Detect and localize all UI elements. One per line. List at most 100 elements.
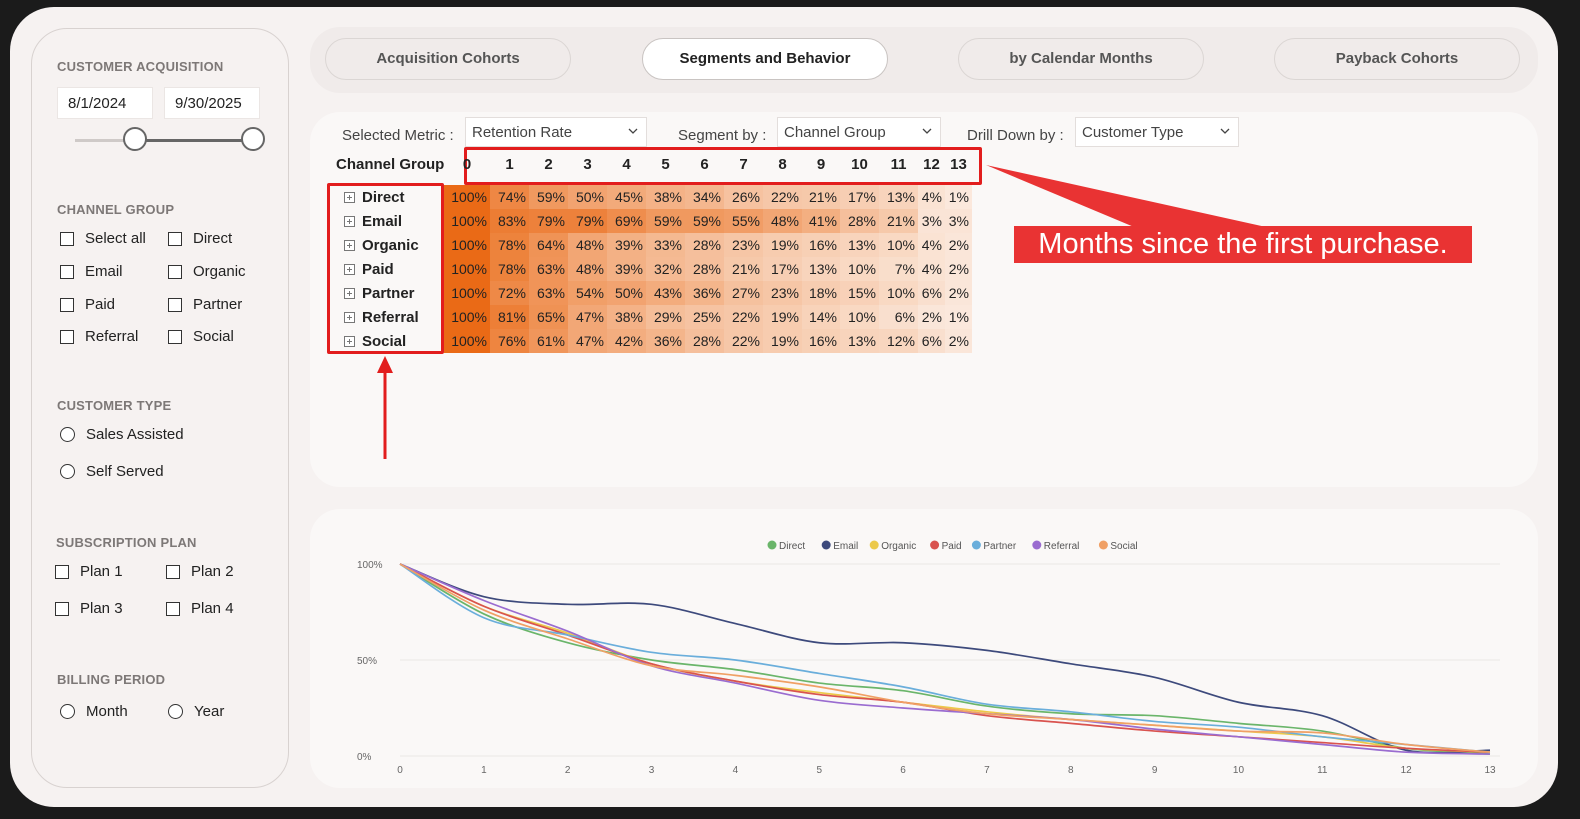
tab-segments-and-behavior[interactable]: Segments and Behavior bbox=[642, 38, 888, 80]
matrix-cell: 19% bbox=[763, 329, 802, 353]
checkbox[interactable] bbox=[168, 231, 182, 246]
matrix-cell: 10% bbox=[879, 281, 918, 305]
legend-label-referral: Referral bbox=[1044, 541, 1080, 552]
channel-option-referral[interactable]: Referral bbox=[60, 328, 138, 345]
checkbox[interactable] bbox=[60, 297, 74, 312]
billing-option-month[interactable]: Month bbox=[60, 703, 128, 720]
segment-dropdown[interactable]: Channel Group bbox=[777, 117, 941, 147]
matrix-row-partner[interactable]: Partner bbox=[344, 281, 415, 305]
checkbox[interactable] bbox=[60, 329, 74, 344]
matrix-cell: 100% bbox=[444, 329, 490, 353]
legend-marker-email bbox=[821, 540, 831, 550]
matrix-row-paid[interactable]: Paid bbox=[344, 257, 394, 281]
legend-marker-partner bbox=[971, 540, 981, 550]
checkbox[interactable] bbox=[168, 297, 182, 312]
checkbox[interactable] bbox=[60, 231, 74, 246]
matrix-cell: 79% bbox=[529, 209, 568, 233]
radio-button[interactable] bbox=[60, 427, 75, 442]
tab-acquisition-cohorts[interactable]: Acquisition Cohorts bbox=[325, 38, 571, 80]
expand-icon[interactable] bbox=[344, 287, 355, 299]
drill-value: Customer Type bbox=[1082, 124, 1184, 141]
matrix-row-referral[interactable]: Referral bbox=[344, 305, 419, 329]
checkbox[interactable] bbox=[166, 601, 180, 616]
expand-icon[interactable] bbox=[344, 263, 355, 275]
channel-option-social[interactable]: Social bbox=[168, 328, 234, 345]
column-header-4: 4 bbox=[622, 156, 631, 173]
checkbox[interactable] bbox=[55, 601, 69, 616]
matrix-cell: 61% bbox=[529, 329, 568, 353]
matrix-cell: 100% bbox=[444, 257, 490, 281]
billing-option-year[interactable]: Year bbox=[168, 703, 224, 720]
legend-marker-direct bbox=[767, 540, 777, 550]
tab-by-calendar-months[interactable]: by Calendar Months bbox=[958, 38, 1204, 80]
matrix-cell: 38% bbox=[646, 185, 685, 209]
matrix-cell: 22% bbox=[724, 305, 763, 329]
checkbox[interactable] bbox=[55, 564, 69, 579]
matrix-row-social[interactable]: Social bbox=[344, 329, 406, 353]
date-slider-end-handle[interactable] bbox=[241, 127, 265, 151]
start-date-input[interactable]: 8/1/2024 bbox=[57, 87, 153, 119]
radio-button[interactable] bbox=[60, 464, 75, 479]
expand-icon[interactable] bbox=[344, 215, 355, 227]
matrix-cell: 21% bbox=[879, 209, 918, 233]
option-label: Referral bbox=[85, 328, 139, 345]
plan-option-4[interactable]: Plan 4 bbox=[166, 600, 234, 617]
channel-option-select-all[interactable]: Select all bbox=[60, 230, 146, 247]
channel-option-email[interactable]: Email bbox=[60, 263, 123, 280]
option-label: Year bbox=[194, 703, 225, 720]
dashboard-window: CUSTOMER ACQUISITION 8/1/2024 9/30/2025 … bbox=[10, 7, 1558, 807]
expand-icon[interactable] bbox=[344, 311, 355, 323]
channel-option-partner[interactable]: Partner bbox=[168, 296, 242, 313]
column-header-1: 1 bbox=[505, 156, 514, 173]
matrix-cell: 15% bbox=[840, 281, 879, 305]
matrix-cell: 100% bbox=[444, 209, 490, 233]
matrix-cell: 2% bbox=[945, 233, 972, 257]
x-tick-label: 9 bbox=[1152, 765, 1158, 776]
x-tick-label: 10 bbox=[1233, 765, 1245, 776]
channel-option-organic[interactable]: Organic bbox=[168, 263, 246, 280]
radio-button[interactable] bbox=[168, 704, 183, 719]
customer-type-option-self-served[interactable]: Self Served bbox=[60, 463, 164, 480]
column-header-11: 11 bbox=[890, 156, 907, 173]
matrix-cell: 10% bbox=[879, 233, 918, 257]
checkbox[interactable] bbox=[168, 329, 182, 344]
option-label: Plan 1 bbox=[80, 563, 123, 580]
matrix-row-email[interactable]: Email bbox=[344, 209, 402, 233]
tab-payback-cohorts[interactable]: Payback Cohorts bbox=[1274, 38, 1520, 80]
option-label: Direct bbox=[193, 230, 233, 247]
legend-marker-referral bbox=[1032, 540, 1042, 550]
matrix-row-organic[interactable]: Organic bbox=[344, 233, 419, 257]
plan-option-3[interactable]: Plan 3 bbox=[55, 600, 123, 617]
end-date-input[interactable]: 9/30/2025 bbox=[164, 87, 260, 119]
plan-option-1[interactable]: Plan 1 bbox=[55, 563, 123, 580]
plan-option-2[interactable]: Plan 2 bbox=[166, 563, 234, 580]
expand-icon[interactable] bbox=[344, 335, 355, 347]
column-header-10: 10 bbox=[851, 156, 868, 173]
matrix-cell: 17% bbox=[763, 257, 802, 281]
matrix-cell: 48% bbox=[763, 209, 802, 233]
date-slider-start-handle[interactable] bbox=[123, 127, 147, 151]
expand-icon[interactable] bbox=[344, 191, 355, 203]
matrix-row-direct[interactable]: Direct bbox=[344, 185, 405, 209]
checkbox[interactable] bbox=[60, 264, 74, 279]
channel-option-direct[interactable]: Direct bbox=[168, 230, 232, 247]
channel-option-paid[interactable]: Paid bbox=[60, 296, 115, 313]
matrix-cell: 63% bbox=[529, 257, 568, 281]
expand-icon[interactable] bbox=[344, 239, 355, 251]
matrix-cell: 78% bbox=[490, 233, 529, 257]
option-label: Plan 4 bbox=[191, 600, 234, 617]
matrix-cell: 54% bbox=[568, 281, 607, 305]
checkbox[interactable] bbox=[166, 564, 180, 579]
series-line-partner bbox=[399, 563, 1491, 754]
checkbox[interactable] bbox=[168, 264, 182, 279]
drill-dropdown[interactable]: Customer Type bbox=[1075, 117, 1239, 147]
matrix-cell: 34% bbox=[685, 185, 724, 209]
metric-dropdown[interactable]: Retention Rate bbox=[465, 117, 647, 147]
row-label: Email bbox=[362, 212, 403, 230]
matrix-cell: 100% bbox=[444, 233, 490, 257]
matrix-cell: 13% bbox=[840, 329, 879, 353]
matrix-cell: 39% bbox=[607, 257, 646, 281]
customer-type-option-sales-assisted[interactable]: Sales Assisted bbox=[60, 426, 184, 443]
matrix-cell: 1% bbox=[945, 305, 972, 329]
radio-button[interactable] bbox=[60, 704, 75, 719]
